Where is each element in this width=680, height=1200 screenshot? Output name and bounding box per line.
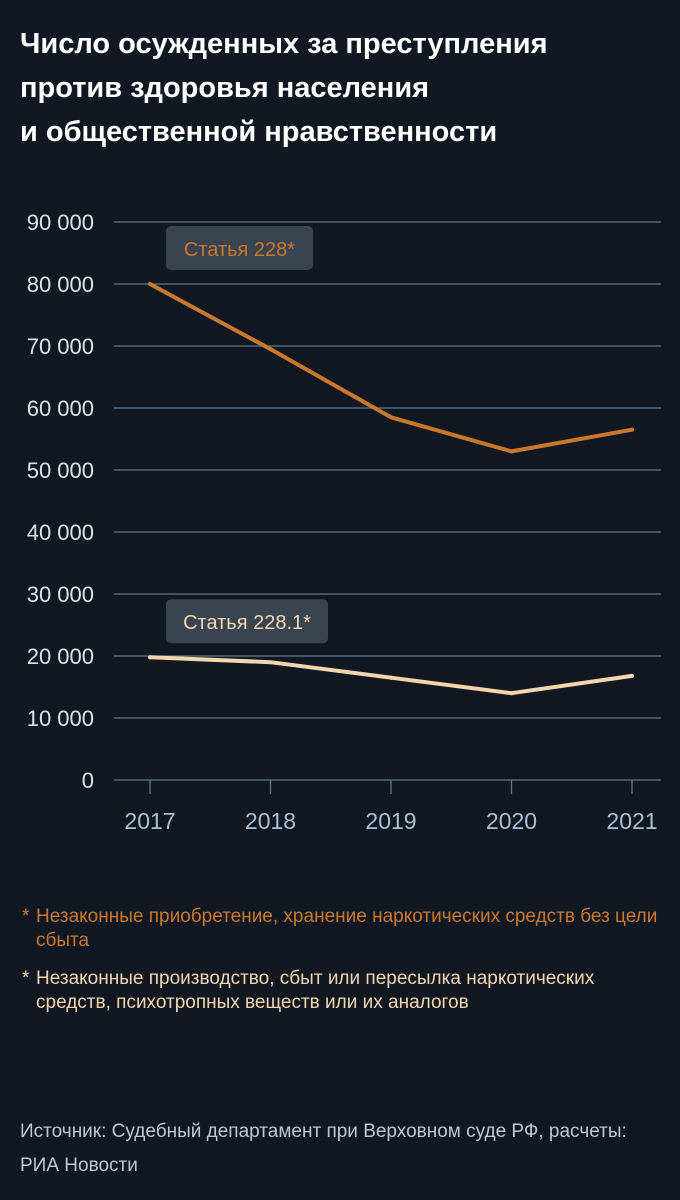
footnote-text: Незаконные приобретение, хранение наркот… xyxy=(36,906,658,951)
data-point xyxy=(148,282,152,286)
series-lines xyxy=(148,282,634,696)
data-point xyxy=(630,673,634,678)
data-point xyxy=(389,675,393,680)
series-label-box xyxy=(166,226,313,270)
data-point xyxy=(630,427,634,432)
y-tick-label: 40 000 xyxy=(27,520,94,545)
grid-lines xyxy=(114,221,661,781)
footnote-star: * xyxy=(22,968,30,989)
series-label-box xyxy=(166,599,328,644)
series-labels: Статья 228* Статья 228.1* xyxy=(166,226,328,644)
series-label: Статья 228* xyxy=(166,226,313,270)
x-tick-label: 2017 xyxy=(124,808,175,834)
y-tick-label: 90 000 xyxy=(27,210,94,235)
footnotes: * Незаконные приобретение, хранение нарк… xyxy=(22,905,662,1029)
data-point xyxy=(268,660,273,665)
x-tick-label: 2019 xyxy=(365,808,416,834)
series-line xyxy=(148,282,634,454)
title-line-1: Число осужденных за преступления xyxy=(20,28,548,60)
y-tick-label: 30 000 xyxy=(27,582,94,607)
y-tick-label: 60 000 xyxy=(27,396,94,421)
line-chart: 0 10 000 20 000 30 000 40 000 50 000 60 000 70 … xyxy=(27,210,661,834)
series-label-text: Статья 228.1* xyxy=(183,612,311,634)
footnote-article-228: * Незаконные приобретение, хранение нарк… xyxy=(22,905,662,953)
chart-title: Число осужденных за преступления против … xyxy=(20,22,660,154)
source-note: Источник: Судебный департамент при Верхо… xyxy=(20,1121,627,1176)
y-tick-label: 70 000 xyxy=(27,334,94,359)
title-line-3: и общественной нравственности xyxy=(20,116,498,148)
title-line-2: против здоровья населения xyxy=(20,72,430,104)
data-point xyxy=(148,655,152,660)
data-point xyxy=(389,415,393,420)
y-tick-label: 10 000 xyxy=(27,706,94,731)
y-tick-label: 0 xyxy=(82,768,94,793)
y-tick-label: 20 000 xyxy=(27,644,94,669)
series-label: Статья 228.1* xyxy=(166,599,328,644)
footnote-article-228-1: * Незаконные производство, сбыт или пере… xyxy=(22,967,662,1015)
y-tick-label: 80 000 xyxy=(27,272,94,297)
series-line xyxy=(148,655,634,696)
data-point xyxy=(268,347,273,352)
footnote-text: Незаконные производство, сбыт или пересы… xyxy=(36,968,595,1013)
data-point xyxy=(509,449,514,454)
footnote-star: * xyxy=(22,906,30,927)
x-axis: 2017 2018 2019 2020 2021 xyxy=(124,780,658,834)
x-tick-label: 2018 xyxy=(245,808,296,834)
data-point xyxy=(509,691,514,696)
x-tick-label: 2020 xyxy=(486,808,537,834)
series-label-text: Статья 228* xyxy=(184,239,295,261)
x-tick-label: 2021 xyxy=(606,808,657,834)
y-tick-label: 50 000 xyxy=(27,458,94,483)
y-axis: 0 10 000 20 000 30 000 40 000 50 000 60 000 70 … xyxy=(27,210,94,793)
